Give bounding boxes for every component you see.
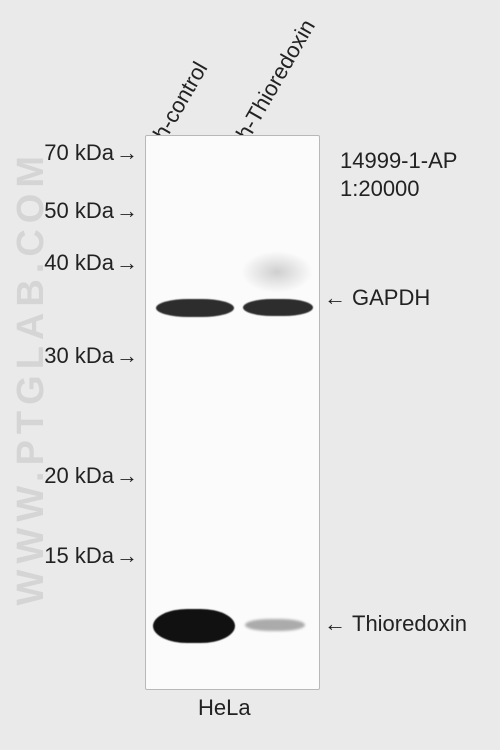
- band-thioredoxin-lane1: [153, 609, 235, 643]
- figure-container: WWW.PTGLAB.COM sh-control sh-Thioredoxin…: [0, 0, 500, 750]
- band-thioredoxin-lane2: [245, 619, 305, 631]
- mw-40: 40 kDa→: [44, 250, 138, 276]
- mw-label: 40 kDa: [44, 250, 114, 275]
- label-gapdh: GAPDH: [352, 285, 430, 311]
- blot-membrane: [145, 135, 320, 690]
- mw-20: 20 kDa→: [44, 463, 138, 489]
- arrow-right-icon: →: [116, 343, 138, 368]
- label-thioredoxin: Thioredoxin: [352, 611, 467, 637]
- arrow-right-icon: →: [116, 250, 138, 275]
- mw-15: 15 kDa→: [44, 543, 138, 569]
- mw-label: 15 kDa: [44, 543, 114, 568]
- mw-70: 70 kDa→: [44, 140, 138, 166]
- mw-50: 50 kDa→: [44, 198, 138, 224]
- mw-30: 30 kDa→: [44, 343, 138, 369]
- antibody-dilution: 1:20000: [340, 176, 420, 202]
- mw-label: 20 kDa: [44, 463, 114, 488]
- mw-label: 50 kDa: [44, 198, 114, 223]
- arrow-right-icon: →: [116, 463, 138, 488]
- band-gapdh-lane1: [156, 299, 234, 317]
- arrow-left-icon: ←: [324, 611, 346, 637]
- cell-line-label: HeLa: [198, 695, 251, 721]
- band-gapdh-lane2: [243, 299, 313, 316]
- arrow-right-icon: →: [116, 140, 138, 165]
- band-smear: [241, 251, 313, 293]
- arrow-left-icon: ←: [324, 285, 346, 311]
- arrow-right-icon: →: [116, 198, 138, 223]
- mw-label: 70 kDa: [44, 140, 114, 165]
- antibody-catalog: 14999-1-AP: [340, 148, 457, 174]
- arrow-right-icon: →: [116, 543, 138, 568]
- lane-header-2: sh-Thioredoxin: [225, 15, 320, 154]
- mw-label: 30 kDa: [44, 343, 114, 368]
